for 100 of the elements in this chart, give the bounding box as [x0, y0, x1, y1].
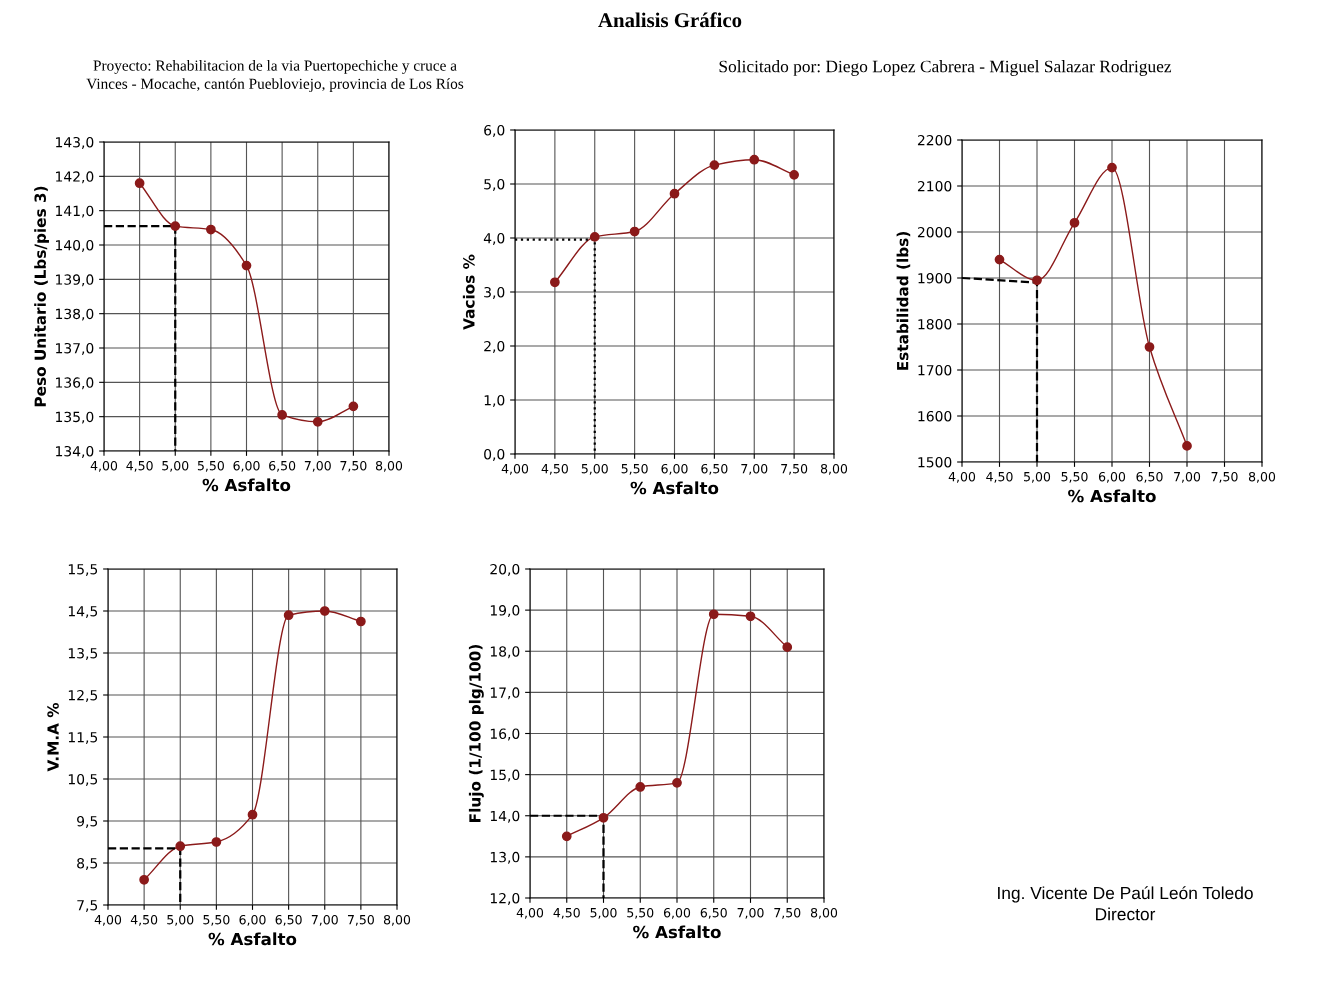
y-tick-label: 12,0 [490, 892, 520, 905]
y-tick-label: 1,0 [484, 394, 505, 407]
y-tick-label: 2,0 [484, 340, 505, 353]
x-tick-label: 4,00 [90, 460, 118, 472]
text: Solicitado por: Diego Lopez Cabrera - Miguel Salazar Rodriguez [719, 60, 1172, 76]
y-tick-label: 0,0 [484, 448, 505, 461]
x-tick-label: 5,50 [1061, 471, 1088, 483]
point [745, 611, 756, 622]
y-tick-label: 13,5 [68, 647, 98, 660]
x-tick-label: 7,00 [737, 907, 764, 919]
point [319, 606, 330, 616]
point [241, 260, 252, 271]
y-tick-label: 5,0 [484, 178, 505, 191]
y-tick-label: 13,0 [490, 851, 520, 864]
point [247, 809, 258, 820]
y-tick-label: 1500 [918, 456, 952, 468]
y-tick-label: 2000 [917, 226, 952, 238]
point [211, 837, 222, 847]
x-tick-label: 5,00 [162, 460, 189, 472]
y-tick-label: 8,5 [77, 857, 98, 870]
point [629, 226, 640, 237]
point [669, 188, 680, 199]
point [994, 254, 1005, 265]
x-tick-label: 5,50 [621, 463, 648, 475]
x-tick-label: 4,50 [130, 914, 158, 926]
x-tick-label: 7,00 [741, 463, 768, 475]
x-axis-title: % Asfalto [633, 925, 721, 939]
x-tick-label: 8,00 [383, 914, 411, 926]
x-tick-label: 4,50 [553, 907, 580, 919]
x-tick-label: 4,50 [126, 460, 153, 472]
point [550, 277, 560, 288]
y-axis-title: Peso Unitario (Lbs/pies 3) [34, 186, 49, 407]
x-tick-label: 4,50 [986, 471, 1013, 483]
point [1144, 342, 1155, 352]
y-tick-label: 1600 [918, 410, 952, 422]
y-tick-label: 20,0 [490, 563, 520, 576]
point [589, 232, 600, 242]
x-tick-label: 7,50 [1211, 471, 1238, 483]
x-tick-label: 8,00 [375, 460, 403, 472]
text: Ing. Vicente De Paúl León Toledo Director [998, 886, 1253, 921]
point [789, 169, 799, 180]
x-tick-label: 6,50 [275, 914, 302, 926]
point [356, 616, 366, 627]
point [134, 178, 145, 189]
point [1107, 162, 1117, 173]
y-axis-title: Estabilidad (lbs) [896, 232, 911, 370]
x-tick-label: 6,00 [233, 460, 260, 472]
y-tick-label: 134,0 [56, 445, 94, 458]
y-tick-label: 17,0 [490, 687, 520, 700]
y-tick-label: 7,5 [77, 900, 98, 912]
point [708, 609, 719, 620]
y-tick-label: 18,0 [490, 646, 520, 659]
y-tick-label: 136,0 [56, 377, 94, 390]
x-tick-label: 4,00 [516, 907, 544, 919]
x-tick-label: 7,00 [311, 914, 338, 926]
x-tick-label: 7,00 [304, 460, 331, 472]
point [283, 610, 294, 621]
x-tick-label: 5,50 [203, 914, 230, 926]
x-tick-label: 4,00 [501, 463, 529, 475]
y-tick-label: 19,0 [490, 605, 520, 618]
point [139, 874, 149, 885]
point [1032, 275, 1042, 286]
y-tick-label: 15,5 [68, 564, 98, 576]
y-tick-label: 16,0 [490, 728, 520, 741]
y-axis-title: Vacios % [462, 254, 475, 330]
point [1069, 217, 1080, 228]
y-tick-label: 1700 [918, 364, 952, 376]
x-tick-label: 6,00 [663, 907, 691, 919]
y-tick-label: 11,5 [68, 732, 98, 744]
point [170, 221, 181, 231]
point [312, 416, 323, 427]
x-axis-title: % Asfalto [630, 481, 719, 495]
y-tick-label: 143,0 [56, 136, 94, 149]
y-tick-label: 141,0 [56, 205, 94, 218]
point [709, 160, 720, 170]
y-tick-label: 10,5 [68, 773, 98, 786]
y-tick-label: 15,0 [490, 769, 520, 782]
y-tick-label: 1900 [918, 272, 952, 284]
x-axis-title: % Asfalto [202, 478, 291, 492]
y-tick-label: 2100 [917, 180, 952, 192]
x-tick-label: 8,00 [820, 463, 848, 475]
y-tick-label: 14,0 [490, 810, 520, 823]
x-tick-label: 5,50 [197, 460, 224, 472]
point [782, 642, 793, 652]
x-tick-label: 7,50 [774, 907, 801, 919]
x-tick-label: 5,00 [581, 463, 608, 475]
x-tick-label: 5,00 [590, 907, 617, 919]
y-tick-label: 4,0 [483, 232, 505, 245]
point [749, 154, 760, 165]
x-tick-label: 4,00 [94, 914, 122, 926]
x-tick-label: 6,50 [269, 460, 296, 472]
x-tick-label: 6,50 [701, 463, 728, 475]
point [672, 777, 682, 788]
point [206, 224, 216, 235]
x-tick-label: 7,50 [781, 463, 808, 475]
y-tick-label: 137,0 [56, 342, 94, 355]
point [561, 831, 572, 842]
y-tick-label: 14,5 [68, 606, 98, 618]
x-tick-label: 5,00 [1024, 471, 1051, 483]
x-tick-label: 6,50 [700, 907, 727, 919]
